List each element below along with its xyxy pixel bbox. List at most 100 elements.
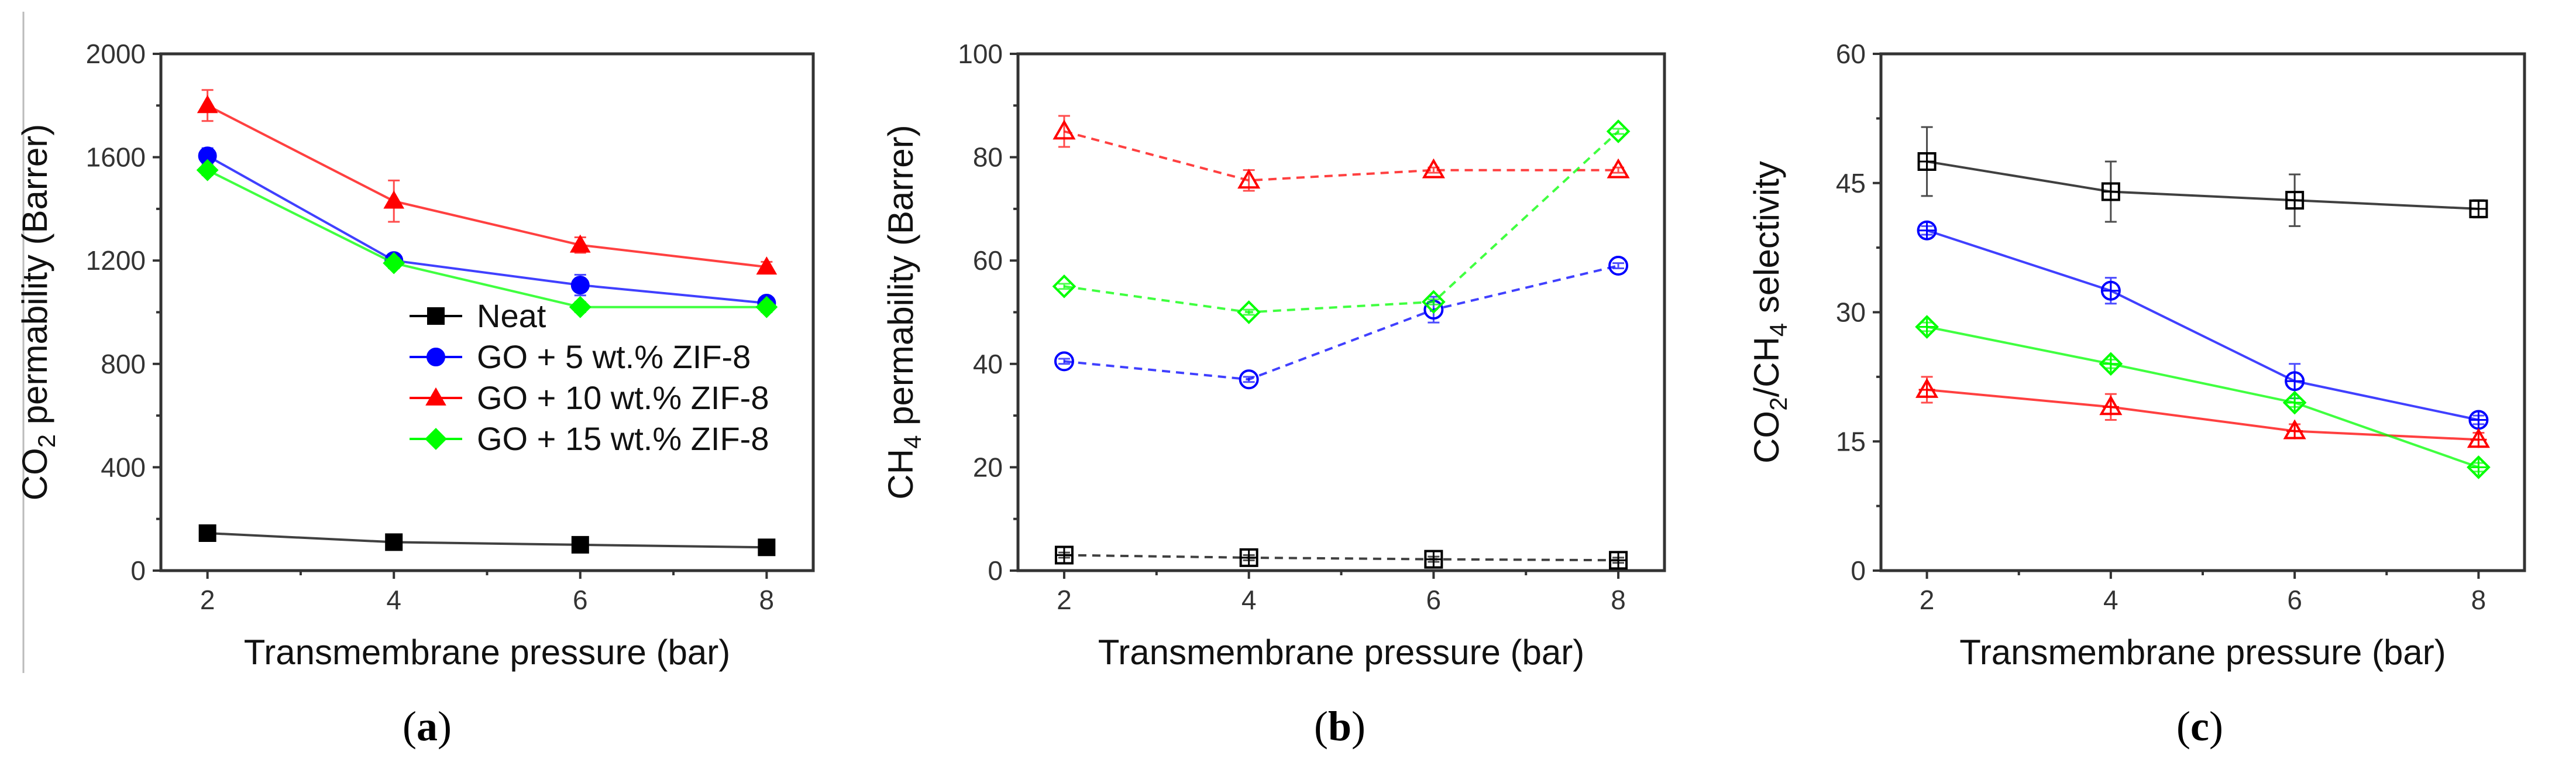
x-tick-label: 4: [386, 585, 401, 615]
data-point: [1607, 158, 1630, 178]
data-point: [2467, 455, 2491, 479]
data-point-cross: [2102, 183, 2119, 200]
caption-letter: a: [417, 703, 438, 750]
error-bar: [1612, 262, 1625, 269]
series-line-2: [1927, 389, 2479, 441]
error-bar: [1058, 283, 1070, 290]
data-point-cross: [1918, 222, 1935, 239]
data-point: [1915, 315, 1939, 339]
y-axis-label-subscript: 4: [1765, 323, 1792, 337]
data-point: [569, 296, 591, 318]
data-point-cross: [1918, 318, 1935, 335]
x-tick-label: 6: [2287, 585, 2302, 615]
data-point: [1237, 300, 1261, 324]
data-point: [1917, 220, 1937, 241]
y-tick-label: 60: [973, 245, 1003, 276]
caption-close-paren: ): [438, 703, 452, 750]
y-axis-label-subscript: 2: [1765, 397, 1792, 411]
data-point: [569, 234, 591, 253]
data-point: [2282, 390, 2307, 415]
legend-marker: [427, 348, 445, 366]
caption-open-paren: (: [403, 703, 417, 750]
y-axis-label: CH4 permability (Barrer): [881, 125, 926, 499]
y-tick-label: 80: [973, 142, 1003, 173]
data-point: [1054, 351, 1074, 372]
caption-letter: b: [1328, 703, 1351, 750]
y-axis-label-part: permability (Barrer): [881, 125, 920, 435]
y-tick-label: 0: [1851, 555, 1866, 586]
x-axis-label: Transmembrane pressure (bar): [1959, 633, 2446, 672]
x-tick-label: 8: [759, 585, 775, 615]
series-line-1: [207, 155, 767, 304]
data-point: [1053, 119, 1076, 140]
data-point-cross: [2102, 399, 2119, 416]
legend-label: Neat: [477, 297, 546, 334]
data-point-cross: [2102, 355, 2119, 372]
data-point-cross: [1055, 547, 1072, 564]
y-axis-label-part: permability (Barrer): [15, 124, 54, 434]
data-point-cross: [2470, 459, 2487, 476]
caption-open-paren: (: [2176, 703, 2190, 750]
y-tick-label: 1200: [86, 245, 146, 276]
data-point-cross: [2286, 423, 2303, 440]
data-point-cross: [2286, 394, 2303, 411]
data-point: [755, 296, 778, 318]
y-axis-label: CO2/CH4 selectivity: [1747, 161, 1792, 464]
series-line-3: [1064, 131, 1619, 314]
plot-frame: [1016, 52, 1666, 572]
error-bar: [1428, 298, 1440, 305]
data-point: [1052, 274, 1077, 298]
caption-open-paren: (: [1314, 703, 1328, 750]
data-point: [1237, 169, 1261, 189]
data-point: [1917, 152, 1937, 171]
caption-letter: c: [2190, 703, 2209, 750]
data-point: [1054, 545, 1074, 565]
y-axis-label: CO2 permability (Barrer): [15, 124, 60, 500]
data-point: [2285, 371, 2305, 392]
series-line-2: [207, 104, 767, 269]
data-point-cross: [2470, 411, 2487, 428]
y-axis-label-part: selectivity: [1747, 161, 1786, 323]
y-tick-label: 100: [958, 39, 1003, 69]
data-point: [571, 535, 589, 554]
legend-label: GO + 5 wt.% ZIF-8: [477, 338, 751, 375]
x-tick-label: 8: [1611, 585, 1626, 615]
x-tick-label: 2: [1920, 585, 1935, 615]
y-tick-label: 2000: [86, 39, 146, 69]
data-point: [1239, 548, 1258, 567]
data-point: [1422, 158, 1445, 178]
series-line-3: [1927, 325, 2479, 469]
x-tick-label: 6: [573, 585, 588, 615]
x-tick-label: 2: [1057, 585, 1072, 615]
x-axis-label: Transmembrane pressure (bar): [244, 633, 730, 672]
error-bar: [1612, 128, 1625, 135]
series-line-0: [1064, 554, 1619, 562]
data-point-cross: [2286, 192, 2303, 209]
y-tick-label: 15: [1836, 426, 1866, 456]
panel-b-chart: 0 20 40 60 80 100 2 4 6 8 Transmembrane pressure (…: [881, 39, 1666, 750]
series-line-2: [1064, 130, 1619, 182]
data-point-cross: [1240, 549, 1257, 566]
series-line-0: [207, 532, 767, 549]
y-tick-label: 0: [988, 555, 1003, 586]
legend-marker: [427, 307, 445, 325]
data-point: [385, 533, 403, 551]
x-tick-label: 8: [2471, 585, 2486, 615]
data-point: [1608, 256, 1629, 276]
data-point: [758, 538, 776, 557]
legend-marker: [425, 428, 447, 450]
data-point: [383, 252, 405, 274]
x-tick-label: 4: [1241, 585, 1257, 615]
data-point: [570, 276, 590, 295]
data-point-cross: [2470, 200, 2487, 217]
panel-a-chart: 0 400 800 1200 1600 2000 2 4 6 8 Transmembrane pre…: [15, 12, 815, 750]
error-bar: [1243, 308, 1255, 316]
data-point: [2101, 182, 2120, 201]
y-axis-label-part: /CH: [1747, 337, 1786, 397]
panel-caption: (b): [1314, 703, 1366, 750]
panel-caption: (a): [403, 703, 452, 750]
x-tick-label: 2: [200, 585, 215, 615]
plot-frame: [1879, 52, 2526, 572]
data-point: [2469, 199, 2488, 218]
